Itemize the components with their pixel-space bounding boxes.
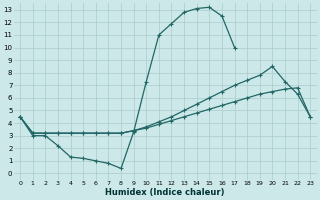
X-axis label: Humidex (Indice chaleur): Humidex (Indice chaleur) <box>106 188 225 197</box>
